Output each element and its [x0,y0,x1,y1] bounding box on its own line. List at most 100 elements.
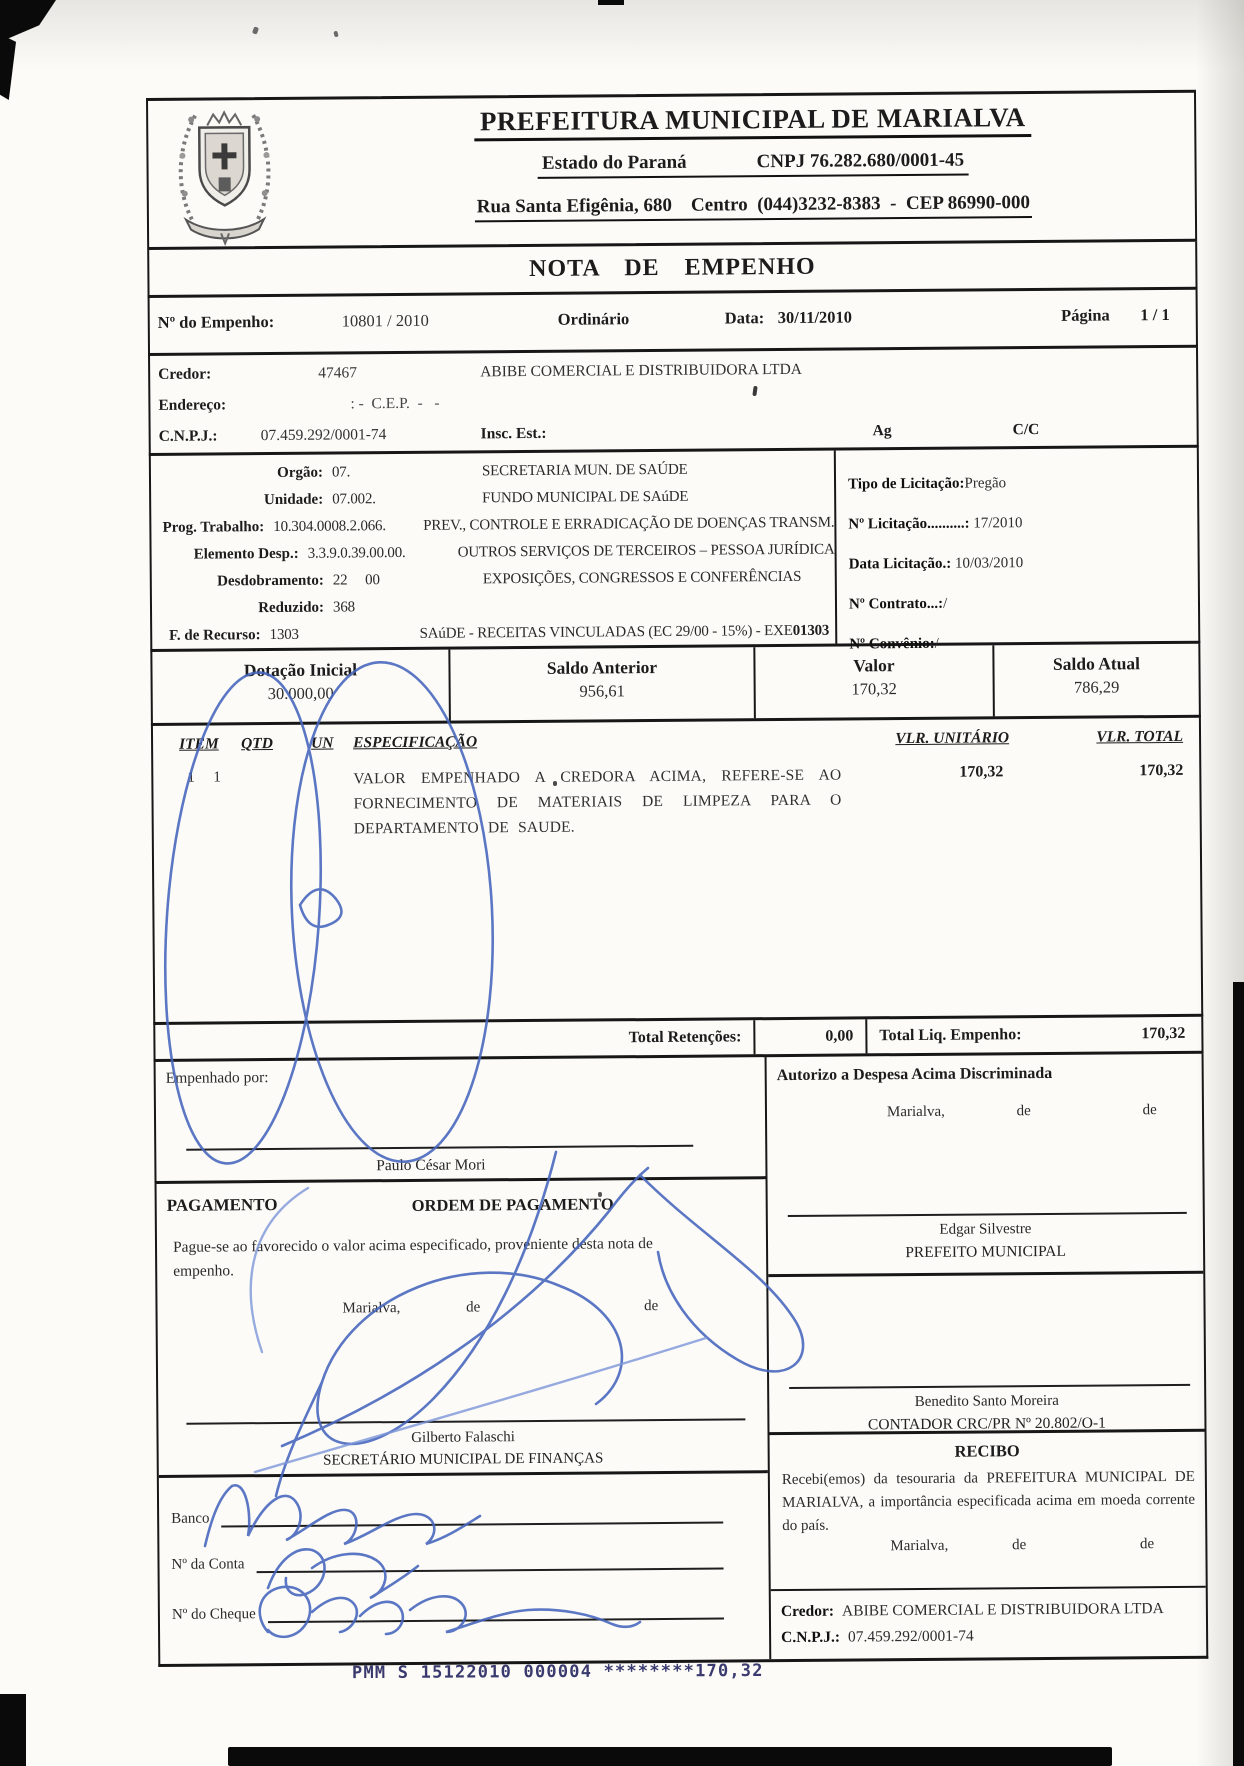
city-name: Marialva, [886,1103,945,1121]
of-word: de [1142,1102,1157,1119]
quantity-column-header: QTD [241,735,273,753]
accountant-block: Benedito Santo Moreira CONTADOR CRC/PR N… [768,1273,1205,1436]
creditor-label: Credor: [158,365,212,383]
page-label: Página [1061,305,1110,325]
initial-allocation-label: Dotação Inicial [243,659,358,681]
item-unit-value: 170,32 [959,763,1004,781]
authorization-city-date-line: Marialva, de de [887,1102,1157,1121]
bidding-number-value: 17/2010 [973,515,1023,532]
payment-order-text: Pague-se ao favorecido o valor acima esp… [172,1235,653,1280]
address-line: Rua Santa Efigênia, 680 Centro (044)3232… [474,192,1033,223]
mayor-signature-line [787,1211,1187,1217]
contract-number-label: Nº Contrato...: [848,595,944,613]
account-fill-line [256,1537,724,1574]
cheque-number-field: Nº do Cheque [172,1587,724,1624]
state-and-cnpj-line: Estado do Paraná CNPJ 76.282.680/0001-45 [537,149,969,179]
cnpj-label: C.N.P.J.: [158,427,218,445]
expense-element-description: OUTROS SERVIÇOS DE TERCEIROS – PESSOA JU… [457,541,835,561]
state-registration-label: Insc. Est.: [480,424,547,443]
bidding-date-label: Data Licitação.: [848,555,952,573]
empenho-number-value: 10801 / 2010 [341,310,429,331]
bidding-type-label: Tipo de Licitação: [847,475,965,493]
account-number-field: Nº da Conta [171,1537,724,1574]
receipt-creditor-label: Credor: [780,1602,835,1621]
cheque-fill-line [267,1587,724,1624]
cnpj-label: CNPJ 76.282.680/0001-45 [756,149,965,173]
retentions-label: Total Retenções: [628,1028,742,1047]
of-word: de [644,1298,659,1315]
unit-value-column-header: VLR. UNITÁRIO [895,729,1010,748]
committed-by-label: Empenhado por: [165,1069,269,1087]
work-program-code: 10.304.0008.2.066. [273,518,386,536]
bidding-info-panel: Tipo de Licitação:Pregão Nº Licitação...… [833,447,1199,652]
reduced-label: Reduzido: [258,599,325,617]
previous-balance-value: 956,61 [579,681,625,701]
items-table: ITEM QTD UN ESPECIFICAÇÃO VLR. UNITÁRIO … [150,717,1204,1025]
breakdown-code: 22 00 [332,572,380,589]
ink-speck [553,781,557,786]
bank-label: Banco [171,1510,210,1527]
right-signature-column: Autorizo a Despesa Acima Discriminada Ma… [766,1053,1207,1659]
scan-top-shadow [0,0,1244,70]
retentions-value-cell: 0,00 [755,1019,868,1055]
amount-cell: Valor 170,32 [755,645,995,719]
address-value: : - C.E.P. - - [350,394,440,413]
scan-artifact-bottom-left [0,1694,26,1766]
creditor-section: Credor: 47467 ABIBE COMERCIAL E DISTRIBU… [148,347,1199,456]
receipt-title: RECIBO [954,1441,1020,1461]
date-value: 30/11/2010 [777,307,853,328]
creditor-cnpj-row: C.N.P.J.: 07.459.292/0001-74 Insc. Est.:… [151,420,1197,445]
previous-balance-label: Saldo Anterior [546,657,658,678]
scan-artifact-top-dash [598,0,624,5]
bidding-date-row: Data Licitação.: 10/03/2010 [849,542,1198,585]
item-column-header: ITEM [179,735,219,753]
document-title-bar: NOTA DE EMPENHO [147,241,1198,298]
specification-column-header: ESPECIFICAÇÃO [353,733,478,752]
payment-city-date-line: Marialva, de de [342,1298,658,1317]
accountant-name: Benedito Santo Moreira [914,1392,1059,1411]
of-word: de [1139,1536,1155,1553]
creditor-name: ABIBE COMERCIAL E DISTRIBUIDORA LTDA [480,360,802,381]
nota-de-empenho-form: PREFEITURA MUNICIPAL DE MARIALVA Estado … [146,89,1209,1667]
retentions-value: 0,00 [825,1027,854,1045]
city-name: Marialva, [342,1300,401,1317]
left-signature-column: Empenhado por: Paulo César Mori PAGAMENT… [155,1057,772,1664]
of-word: de [1011,1537,1027,1554]
receipt-creditor-name: ABIBE COMERCIAL E DISTRIBUIDORA LTDA [841,1600,1164,1620]
account-label: C/C [1012,420,1040,439]
scan-artifact-bottom-bar [228,1747,1112,1766]
funding-source-code: 1303 [269,626,299,644]
balances-row: Dotação Inicial 30.000,00 Saldo Anterior… [150,643,1201,726]
work-program-description: PREV., CONTROLE E ERRADICAÇÃO DE DOENÇAS… [423,514,835,534]
state-label: Estado do Paraná [541,151,687,174]
accountant-signature-line [789,1383,1191,1389]
net-total-label: Total Liq. Empenho: [879,1026,1022,1045]
municipality-name: PREFEITURA MUNICIPAL DE MARIALVA [473,102,1032,142]
mayor-name: Edgar Silvestre [939,1221,1032,1238]
account-number-label: Nº da Conta [171,1556,245,1573]
contract-number-value: / [943,595,948,612]
bank-fill-line [221,1491,724,1528]
payment-title: PAGAMENTO [166,1195,278,1215]
bank-field: Banco [171,1491,724,1528]
bidding-date-value: 10/03/2010 [954,555,1024,572]
receipt-cnpj-value: 07.459.292/0001-74 [847,1627,974,1646]
unit-description: FUNDO MUNICIPAL DE SAúDE [482,488,689,507]
amount-label: Valor [853,655,895,676]
cnpj-value: 07.459.292/0001-74 [260,426,387,445]
total-value-column-header: VLR. TOTAL [1096,727,1184,746]
funding-source-extra-code: 01303 [792,622,830,639]
bidding-number-row: Nº Licitação..........: 17/2010 [848,502,1197,545]
date-label: Data: [724,308,765,328]
agency-label: Ag [872,422,892,440]
form-header: PREFEITURA MUNICIPAL DE MARIALVA Estado … [146,89,1198,250]
committed-by-signature-line [186,1144,694,1151]
mayor-title: PREFEITO MUNICIPAL [905,1242,1066,1262]
retentions-label-cell: Total Retenções: [155,1020,756,1059]
classification-rows: Orgão: 07. SECRETARIA MUN. DE SAÚDE Unid… [151,451,835,649]
payment-order-title: ORDEM DE PAGAMENTO [411,1194,614,1215]
item-quantity: 1 [213,769,221,786]
authorization-statement: Autorizo a Despesa Acima Discriminada [776,1064,1053,1085]
bidding-type-value: Pregão [964,475,1007,492]
empenho-number-label: Nº do Empenho: [157,312,275,332]
